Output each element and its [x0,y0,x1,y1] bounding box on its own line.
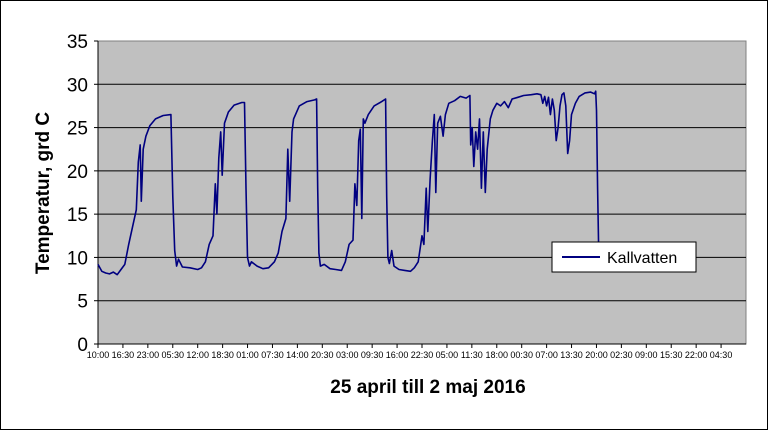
x-tick-label: 18:00 [486,350,509,360]
y-tick-label: 5 [77,292,88,313]
y-tick-label: 20 [67,162,88,183]
x-tick-label: 13:30 [560,350,583,360]
x-tick-label: 11:30 [461,350,483,360]
x-tick-label: 09:00 [635,350,658,360]
x-tick-label: 07:00 [535,350,558,360]
x-tick-label: 03:00 [336,350,359,360]
x-tick-label: 23:00 [137,350,160,360]
series-layer [97,90,609,276]
x-tick-label: 05:00 [436,350,459,360]
y-tick-label: 35 [67,32,88,53]
plot-area [97,40,747,345]
x-tick-label: 00:30 [510,350,533,360]
x-tick-label: 16:30 [112,350,135,360]
legend-label-kallvatten: Kallvatten [607,250,677,267]
x-tick-label: 09:30 [361,350,384,360]
x-tick-label: 15:30 [660,350,683,360]
y-axis-ticks: 0 5 10 15 20 25 30 35 [67,32,98,356]
x-axis-ticks: 10:00 16:30 23:00 05:30 12:00 18:30 01:00 07:30… [87,344,733,360]
y-tick-label: 25 [67,119,88,140]
x-tick-label: 20:00 [585,350,608,360]
x-tick-label: 02:30 [610,350,633,360]
x-tick-label: 20:30 [311,350,334,360]
series-line-kallvatten [97,90,609,276]
x-tick-label: 16:00 [386,350,409,360]
y-axis-title: Temperatur, grd C [33,112,54,275]
y-tick-label: 0 [77,335,88,356]
x-tick-label: 04:30 [710,350,733,360]
x-tick-label: 01:00 [236,350,259,360]
x-tick-label: 05:30 [162,350,185,360]
x-tick-label: 07:30 [261,350,284,360]
legend: Kallvatten [551,241,697,273]
y-tick-label: 30 [67,75,88,96]
x-tick-label: 18:30 [211,350,234,360]
y-tick-label: 15 [67,205,88,226]
x-tick-label: 22:00 [685,350,708,360]
x-tick-label: 22:30 [411,350,434,360]
y-tick-label: 10 [67,248,88,269]
x-tick-label: 14:00 [286,350,309,360]
x-axis-title: 25 april till 2 maj 2016 [330,377,525,398]
x-tick-label: 12:00 [186,350,209,360]
x-tick-label: 10:00 [87,350,110,360]
